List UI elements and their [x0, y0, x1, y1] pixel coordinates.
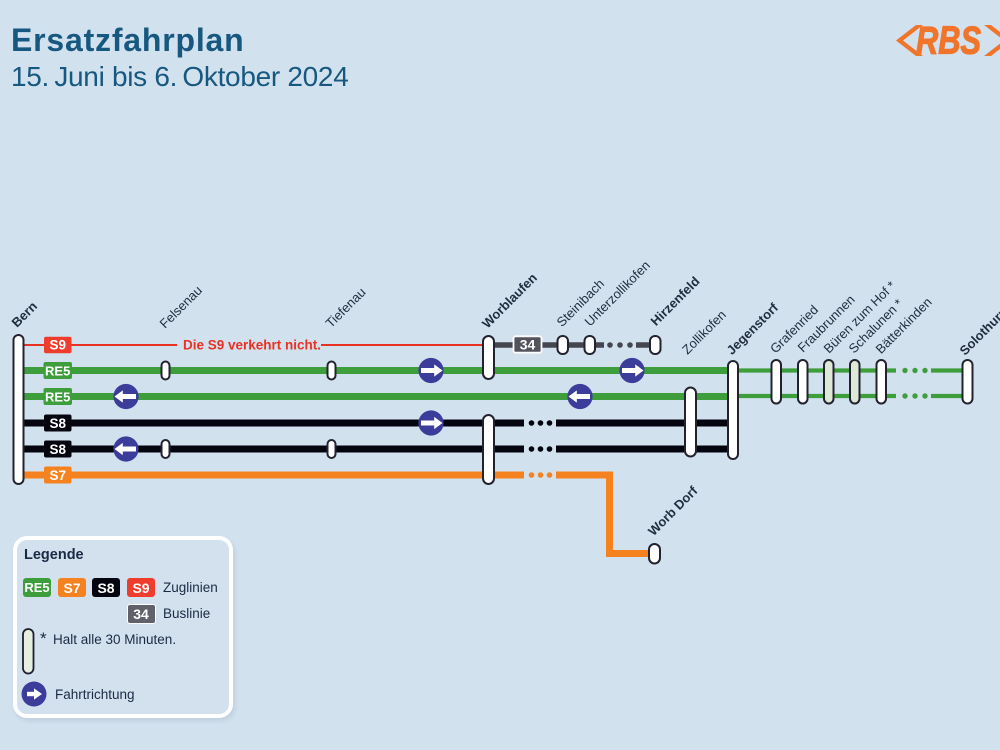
svg-text:Tiefenau: Tiefenau: [323, 285, 369, 331]
svg-text:Felsenau: Felsenau: [157, 283, 205, 331]
svg-text:Zollikofen: Zollikofen: [679, 307, 729, 357]
svg-text:Worb Dorf: Worb Dorf: [645, 483, 701, 539]
svg-text:S9: S9: [49, 338, 66, 353]
svg-text:S8: S8: [49, 442, 66, 457]
svg-text:Solothurn: Solothurn: [957, 304, 1000, 358]
svg-text:Bern: Bern: [9, 299, 41, 331]
svg-text:RE5: RE5: [45, 363, 70, 378]
svg-text:Worblaufen: Worblaufen: [479, 270, 540, 331]
svg-text:34: 34: [520, 337, 536, 353]
svg-text:S7: S7: [49, 468, 66, 483]
svg-text:RBS: RBS: [916, 20, 981, 63]
svg-text:Die S9 verkehrt nicht.: Die S9 verkehrt nicht.: [183, 338, 321, 353]
svg-text:S8: S8: [49, 416, 66, 431]
svg-text:RE5: RE5: [45, 389, 70, 404]
svg-text:Hirzenfeld: Hirzenfeld: [648, 274, 703, 329]
